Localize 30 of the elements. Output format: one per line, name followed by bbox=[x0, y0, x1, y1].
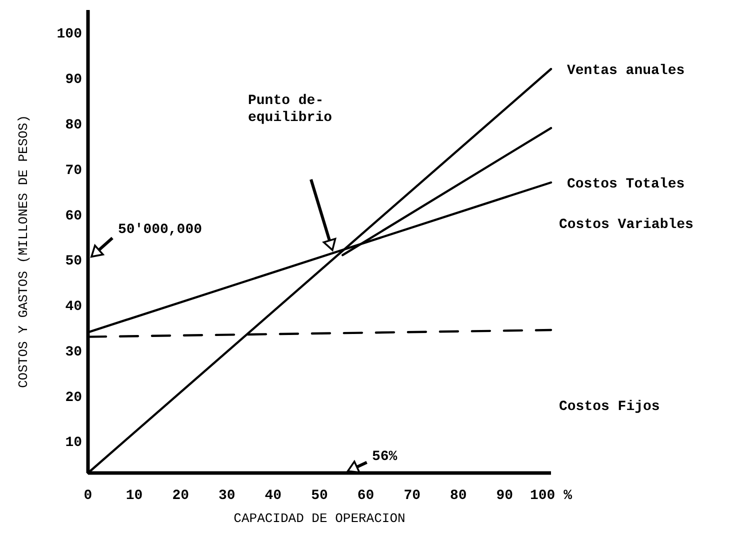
y-tick-label: 40 bbox=[65, 299, 82, 316]
x-tick-label: 0 bbox=[84, 488, 92, 504]
y-tick-label: 20 bbox=[65, 390, 82, 406]
y-tick-label: 50 bbox=[65, 254, 82, 270]
x-tick-label: 90 bbox=[496, 488, 514, 504]
y-tick-label: 70 bbox=[65, 162, 82, 179]
y-tick-label: 60 bbox=[65, 208, 82, 224]
x-tick-label: 40 bbox=[264, 488, 282, 504]
x-tick-label: 50 bbox=[311, 488, 328, 504]
y-tick-label: 30 bbox=[65, 344, 82, 360]
y-tick-label: 90 bbox=[65, 72, 82, 88]
annotation: 56% bbox=[372, 449, 398, 465]
text: Costos Variables bbox=[559, 217, 694, 233]
annotation: Punto de- equilibrio bbox=[248, 93, 332, 126]
x-tick-label: 20 bbox=[172, 488, 190, 504]
x-tick-label: 30 bbox=[218, 488, 236, 504]
x-tick-label: 60 bbox=[357, 488, 374, 504]
y-tick-label: 10 bbox=[65, 435, 82, 452]
annotation: 50'000,000 bbox=[118, 222, 202, 238]
y-axis-title: COSTOS Y GASTOS (MILLONES DE PESOS) bbox=[16, 114, 31, 388]
series-label: Costos Totales bbox=[567, 176, 685, 192]
series-label: Ventas anuales bbox=[567, 63, 685, 80]
x-tick-label: 70 bbox=[404, 488, 421, 504]
x-tick-label: 100 % bbox=[530, 488, 573, 504]
y-tick-label: 80 bbox=[65, 117, 82, 134]
x-tick-label: 80 bbox=[450, 488, 467, 504]
x-tick-label: 10 bbox=[126, 488, 143, 504]
y-tick-label: 100 bbox=[56, 26, 82, 43]
text: Costos Fijos bbox=[559, 399, 660, 415]
x-axis-title: CAPACIDAD DE OPERACION bbox=[234, 511, 406, 526]
